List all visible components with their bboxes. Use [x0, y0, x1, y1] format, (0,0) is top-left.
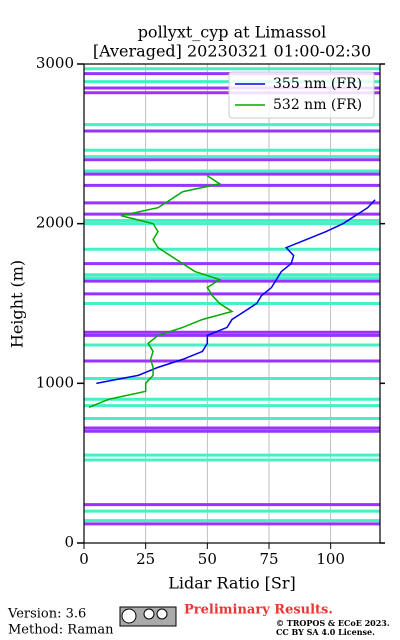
- x-tick-label: 25: [136, 550, 155, 568]
- x-tick-label: 50: [198, 550, 217, 568]
- y-axis-label: Height (m): [8, 260, 27, 348]
- method: Method: Raman: [8, 623, 114, 638]
- legend: 355 nm (FR) 532 nm (FR): [228, 71, 375, 119]
- version: Version: 3.6: [7, 607, 86, 622]
- copyright: © TROPOS & ECoE 2023.: [276, 618, 390, 628]
- x-tick-label: 75: [259, 550, 278, 568]
- legend-label: 532 nm (FR): [273, 97, 362, 113]
- preliminary-notice: Preliminary Results.: [184, 603, 333, 618]
- y-tick-label: 0: [64, 533, 74, 551]
- x-tick-label: 0: [79, 550, 89, 568]
- y-tick-label: 2000: [36, 214, 74, 232]
- plot-frame: [83, 63, 381, 544]
- x-axis-label: Lidar Ratio [Sr]: [168, 574, 296, 593]
- cc-logo: [119, 606, 177, 627]
- chart-subtitle: [Averaged] 20230321 01:00-02:30: [93, 42, 371, 61]
- legend-label: 355 nm (FR): [273, 76, 362, 92]
- series-line: [96, 199, 376, 385]
- chart-title: pollyxt_cyp at Limassol: [138, 23, 327, 42]
- legend-box: [228, 71, 375, 119]
- y-tick-label: 1000: [36, 373, 74, 391]
- x-tick-label: 100: [316, 550, 345, 568]
- y-tick-label: 3000: [36, 54, 74, 72]
- series-line: [88, 175, 234, 408]
- license: CC BY SA 4.0 License.: [276, 627, 375, 637]
